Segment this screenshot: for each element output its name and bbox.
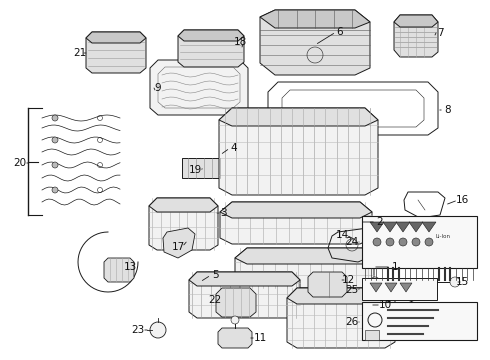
- Bar: [362, 278, 437, 300]
- Circle shape: [386, 238, 394, 246]
- Text: 5: 5: [212, 270, 219, 280]
- Text: 3: 3: [220, 208, 226, 218]
- Circle shape: [52, 187, 58, 193]
- Text: 25: 25: [345, 285, 359, 295]
- Bar: [365, 330, 379, 340]
- Text: 6: 6: [337, 27, 343, 37]
- Polygon shape: [394, 15, 438, 27]
- Polygon shape: [178, 30, 244, 41]
- Polygon shape: [396, 222, 410, 232]
- Text: 8: 8: [445, 105, 451, 115]
- Polygon shape: [220, 202, 372, 244]
- Circle shape: [399, 238, 407, 246]
- Polygon shape: [104, 258, 134, 282]
- Text: Li-Ion: Li-Ion: [435, 234, 450, 239]
- Polygon shape: [383, 222, 397, 232]
- Polygon shape: [260, 10, 370, 75]
- Circle shape: [150, 322, 166, 338]
- Text: 4: 4: [231, 143, 237, 153]
- Polygon shape: [219, 108, 378, 126]
- Text: 21: 21: [74, 48, 87, 58]
- Polygon shape: [149, 198, 218, 250]
- Polygon shape: [163, 228, 195, 258]
- Polygon shape: [370, 222, 384, 232]
- Text: 15: 15: [455, 277, 468, 287]
- Polygon shape: [370, 283, 382, 292]
- Polygon shape: [86, 32, 146, 73]
- Bar: [362, 302, 477, 340]
- Text: 22: 22: [208, 295, 221, 305]
- Bar: [182, 158, 230, 178]
- Polygon shape: [86, 32, 146, 43]
- Bar: [362, 216, 477, 268]
- Polygon shape: [219, 108, 378, 195]
- Text: 11: 11: [253, 333, 267, 343]
- Polygon shape: [394, 15, 438, 57]
- Polygon shape: [220, 202, 372, 218]
- Circle shape: [450, 277, 460, 287]
- Text: 12: 12: [342, 275, 355, 285]
- Polygon shape: [178, 30, 244, 67]
- Circle shape: [52, 115, 58, 121]
- Circle shape: [370, 277, 380, 287]
- Polygon shape: [150, 60, 248, 115]
- Polygon shape: [308, 272, 347, 297]
- Text: 7: 7: [437, 28, 443, 38]
- Text: 23: 23: [131, 325, 145, 335]
- Circle shape: [52, 137, 58, 143]
- Circle shape: [412, 238, 420, 246]
- Text: 16: 16: [455, 195, 468, 205]
- Polygon shape: [422, 222, 436, 232]
- Polygon shape: [260, 10, 370, 28]
- Text: 14: 14: [335, 230, 348, 240]
- Circle shape: [231, 316, 239, 324]
- Polygon shape: [287, 288, 395, 304]
- Polygon shape: [216, 288, 256, 317]
- Circle shape: [373, 238, 381, 246]
- Text: 9: 9: [155, 83, 161, 93]
- Polygon shape: [235, 248, 374, 288]
- Text: 18: 18: [233, 37, 246, 47]
- Polygon shape: [400, 283, 412, 292]
- Text: 10: 10: [378, 300, 392, 310]
- Text: 24: 24: [345, 237, 359, 247]
- Polygon shape: [149, 198, 218, 212]
- Polygon shape: [409, 222, 423, 232]
- Polygon shape: [235, 248, 374, 264]
- Polygon shape: [189, 272, 300, 318]
- Polygon shape: [385, 283, 397, 292]
- Text: 20: 20: [13, 158, 26, 168]
- Text: 2: 2: [377, 217, 383, 227]
- Text: 13: 13: [123, 262, 137, 272]
- Polygon shape: [218, 328, 252, 348]
- Text: 26: 26: [345, 317, 359, 327]
- Text: 19: 19: [188, 165, 201, 175]
- Circle shape: [52, 162, 58, 168]
- Polygon shape: [287, 288, 395, 348]
- Text: 1: 1: [392, 262, 398, 272]
- Text: 17: 17: [172, 242, 185, 252]
- Circle shape: [425, 238, 433, 246]
- Polygon shape: [189, 272, 300, 286]
